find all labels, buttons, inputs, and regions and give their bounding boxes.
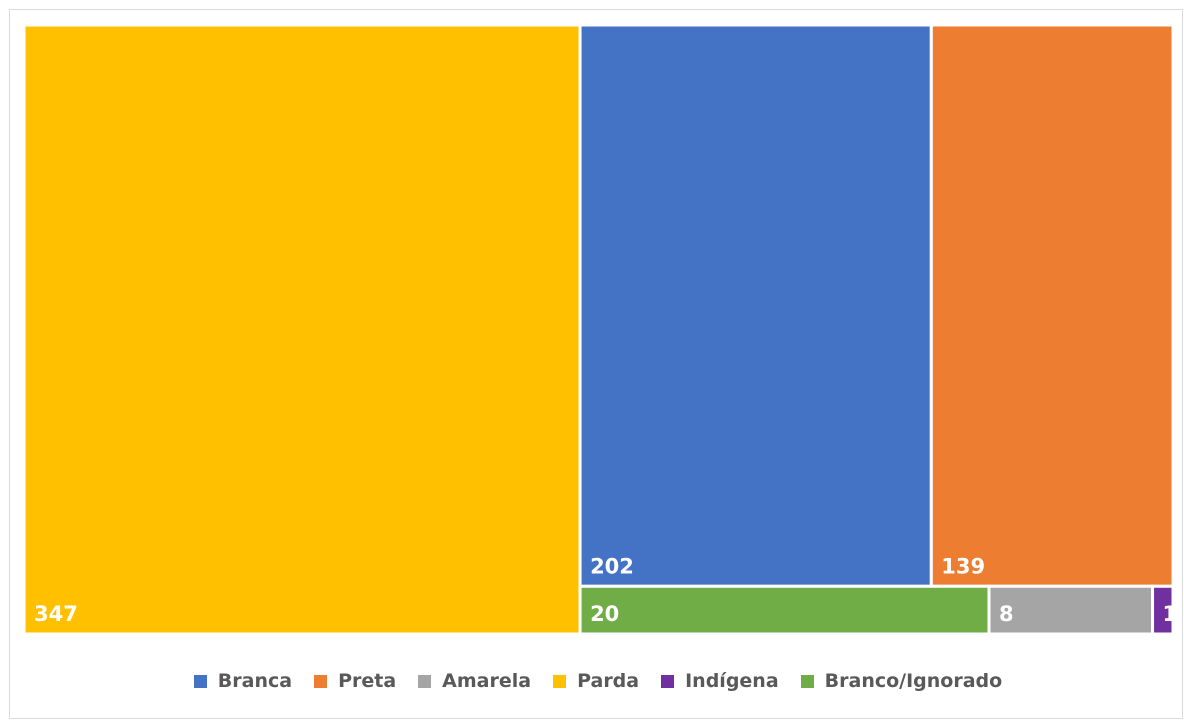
legend-swatch [418,674,432,688]
legend-label: Amarela [442,670,532,692]
data-label-branco-ignorado: 20 [590,602,619,626]
treemap-cell-amarela [987,584,1155,636]
legend-label: Branco/Ignorado [824,670,1003,692]
data-label-amarela: 8 [999,602,1014,626]
data-label-parda: 347 [34,602,78,626]
treemap-cell-branco-ignorado [578,584,991,636]
legend-swatch [800,674,814,688]
treemap-cell-indigena [1151,584,1175,636]
treemap-cell-branca [578,23,933,588]
legend-item-preta: Preta [314,670,396,692]
legend: Branca Preta Amarela Parda Indígena Branco/Ig… [0,666,1184,696]
legend-label: Parda [577,670,640,692]
legend-swatch [661,674,675,688]
legend-swatch [553,674,567,688]
legend-label: Preta [338,670,397,692]
treemap-cell-preta [929,23,1175,588]
data-label-indigena: 1 [1163,602,1178,626]
data-label-preta: 139 [941,554,985,578]
legend-item-parda: Parda [553,670,639,692]
legend-label: Indígena [685,670,779,692]
legend-item-branco-ignorado: Branco/Ignorado [800,670,1003,692]
legend-swatch [314,674,328,688]
legend-item-indigena: Indígena [661,670,779,692]
legend-item-branca: Branca [193,670,293,692]
data-label-branca: 202 [590,554,634,578]
treemap-cell-parda [22,23,582,636]
legend-swatch [193,674,207,688]
legend-label: Branca [217,670,293,692]
legend-item-amarela: Amarela [418,670,531,692]
